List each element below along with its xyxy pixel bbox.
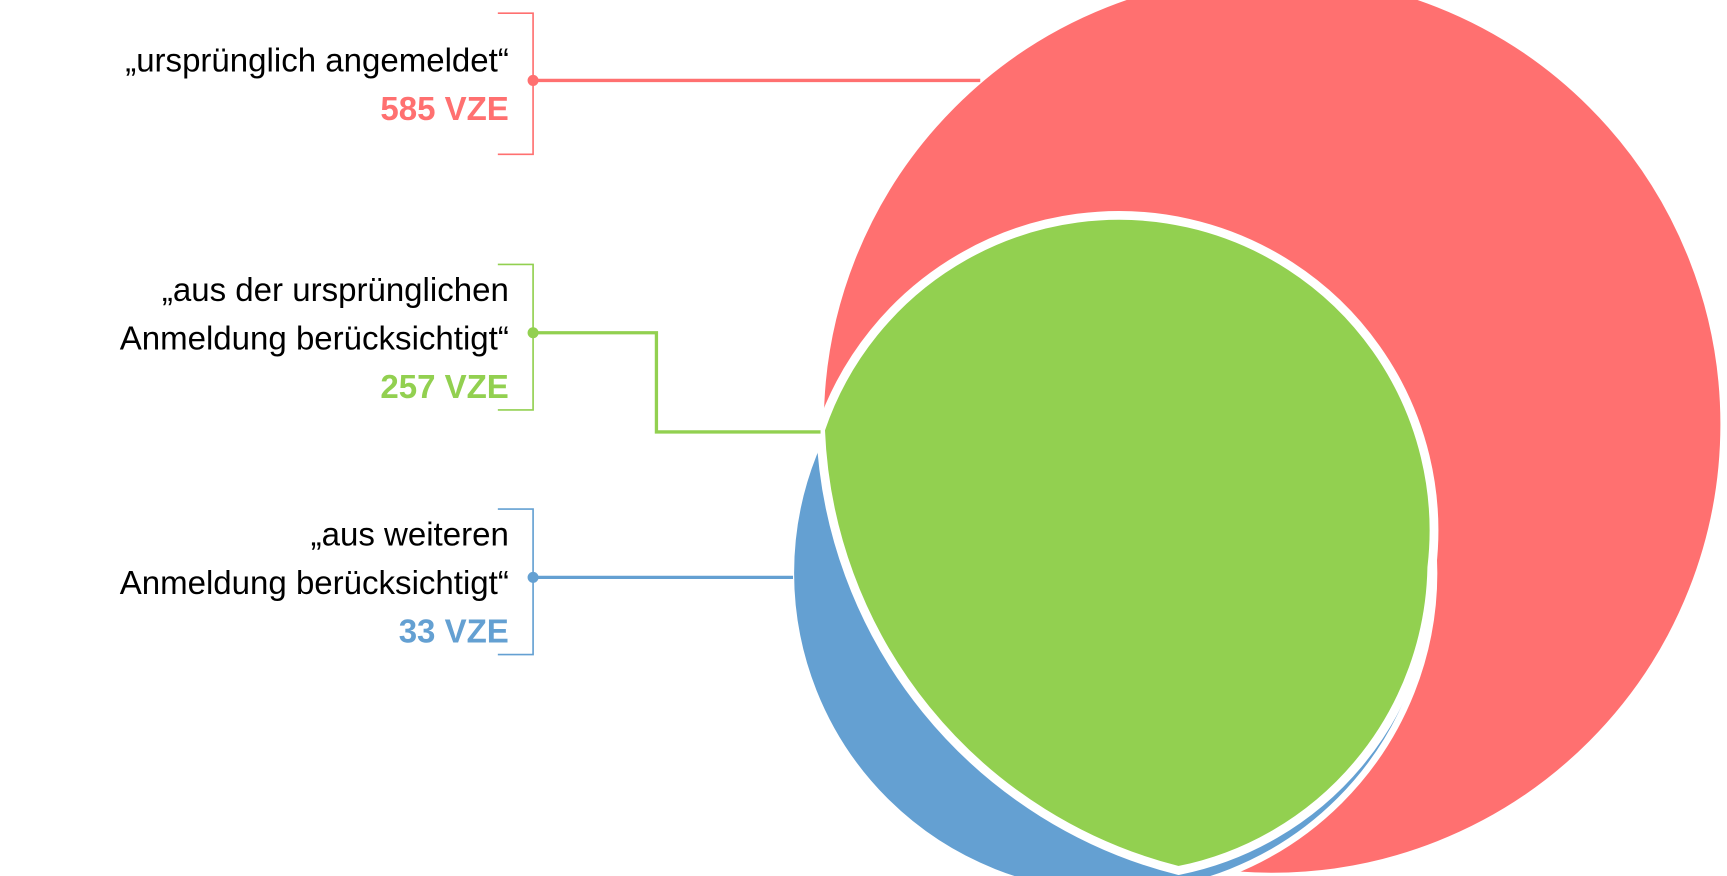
value-label: 585 VZE — [380, 91, 509, 128]
connector-dot — [527, 571, 539, 583]
value-label: 33 VZE — [399, 613, 509, 650]
labels: „ursprünglich angemeldet“ 585 VZE „aus der… — [120, 12, 981, 656]
bracket — [497, 12, 534, 156]
connector-dot — [527, 327, 539, 339]
label-line: „ursprünglich angemeldet“ — [125, 43, 509, 80]
connector-dot — [527, 74, 539, 86]
label-line: „aus der ursprünglichen — [162, 272, 509, 309]
label-line: „aus weiteren — [311, 516, 509, 553]
green-lens — [816, 211, 1439, 876]
value-label: 257 VZE — [380, 369, 509, 406]
label-line: Anmeldung berücksichtigt“ — [120, 320, 509, 357]
connector — [533, 331, 821, 434]
label-line: Anmeldung berücksichtigt“ — [120, 565, 509, 602]
